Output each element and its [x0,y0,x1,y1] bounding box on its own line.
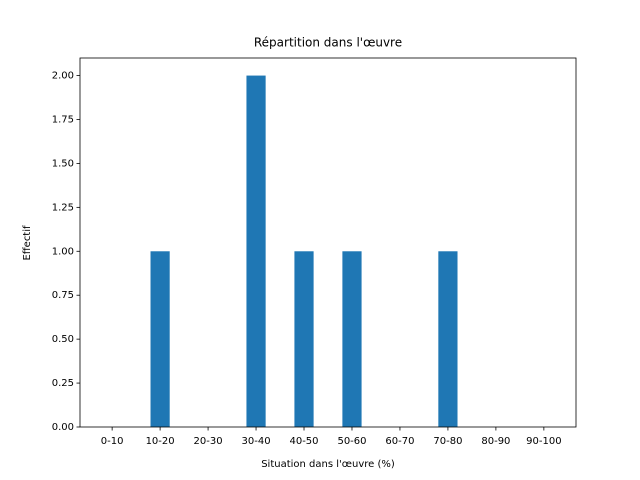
x-tick-label: 0-10 [101,436,124,447]
bar [246,75,266,428]
y-tick-label: 0.25 [52,378,74,389]
chart-title: Répartition dans l'œuvre [254,36,402,50]
y-tick-label: 0.50 [52,334,74,345]
x-axis-label: Situation dans l'œuvre (%) [261,459,395,470]
bar [150,251,170,427]
x-tick-label: 60-70 [385,436,414,447]
y-tick-label: 1.75 [52,115,74,126]
bar [342,251,362,427]
y-tick-label: 1.25 [52,202,74,213]
y-tick-label: 1.00 [52,246,74,257]
x-tick-label: 80-90 [481,436,510,447]
x-tick-label: 70-80 [433,436,462,447]
x-tick-label: 20-30 [194,436,223,447]
bar [294,251,314,427]
y-tick-label: 0.00 [52,422,74,433]
bar [438,251,458,427]
x-tick-label: 40-50 [289,436,318,447]
x-tick-label: 30-40 [242,436,271,447]
y-tick-label: 1.50 [52,158,74,169]
y-tick-label: 2.00 [52,71,74,82]
x-tick-label: 50-60 [337,436,366,447]
y-tick-label: 0.75 [52,290,74,301]
x-tick-label: 90-100 [526,436,561,447]
x-tick-label: 10-20 [146,436,175,447]
y-axis-label: Effectif [22,225,33,261]
plot-frame [79,57,577,428]
